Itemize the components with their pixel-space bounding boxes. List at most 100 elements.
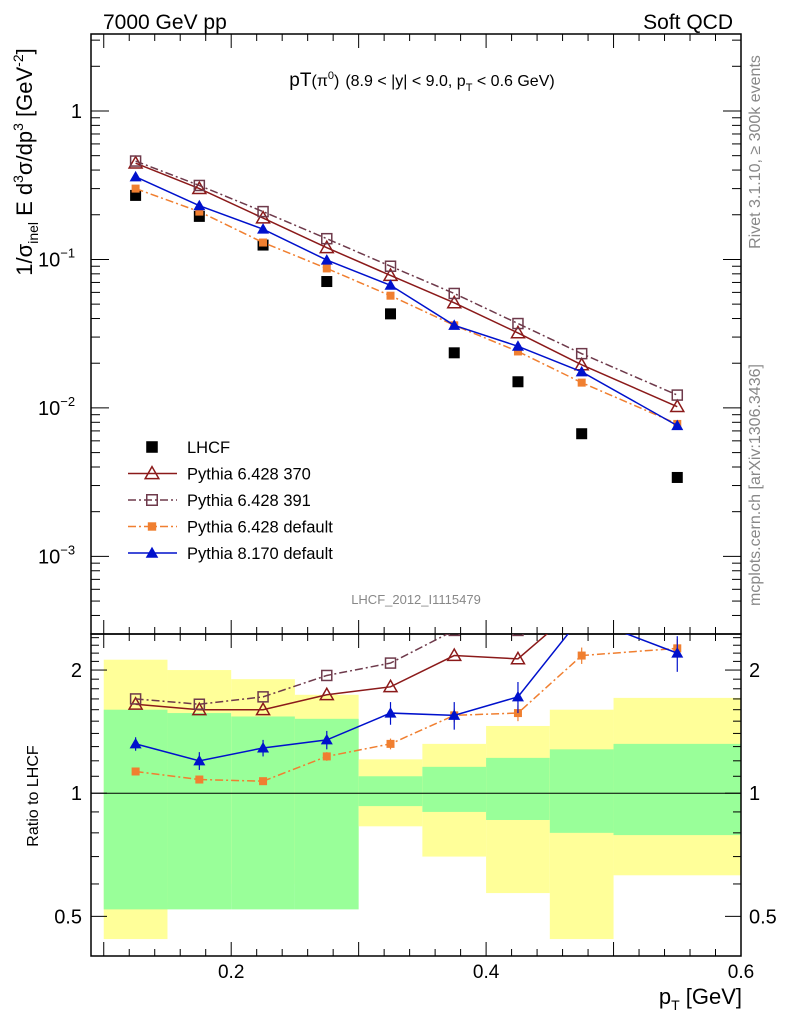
pythia6-370-point [255,701,271,716]
lhcf-point [385,308,397,320]
lhcf-point [130,189,142,201]
top-frame [90,33,742,635]
green-band-bin [294,718,359,910]
pythia6-default-point [577,651,586,660]
series-line-ratio [135,634,449,705]
pythia8-default-point [129,170,142,182]
pythia6-391-point [129,693,142,705]
pythia8-default-point [575,365,588,377]
pythia6-391-point [671,389,684,401]
mcplots-label: mcplots.cern.ch [arXiv:1306.3436] [747,364,764,606]
bottom-frame [90,633,742,957]
plot-title: pT(π0) (8.9 < |y| < 9.0, pT < 0.6 GeV) [289,70,554,94]
header-left: 7000 GeV pp [103,11,227,34]
pythia6-370-point [318,686,335,701]
pythia8-default-point [320,254,333,265]
pythia6-default-point [147,522,157,531]
lhcf-point [671,471,683,483]
y-top-tick-label: 10−3 [38,542,75,568]
lhcf-point [321,276,333,288]
green-band-bin [358,776,423,807]
lhcf-point [512,376,524,388]
y-bottom-tick-label-right: 0.5 [749,906,777,928]
pythia6-default-point [386,291,395,300]
x-tick-label: 0.4 [473,962,500,983]
pythia6-default-point [131,767,140,776]
series-line-ratio [135,634,549,711]
pythia6-default-point [259,238,268,247]
pythia8-default-point [384,707,397,718]
pythia6-370-point [510,650,526,665]
pythia8-default-point [193,754,206,766]
green-band-bin [486,757,550,821]
pythia8-default-point [576,611,588,622]
pythia6-391-point [146,494,158,506]
pythia8-default-point [320,733,333,745]
axes: 0.2 0.4 0.6 1 10−1 10−2 10−3 0.5 0.5 1 1 2 2 [38,33,777,983]
legend-label: Pythia 8.170 default [187,545,333,563]
pythia6-391-point [321,669,333,682]
pythia8-default-point [129,737,142,749]
y-top-tick-label: 10−2 [38,394,75,420]
pythia8-default-point [145,546,159,558]
header-right: Soft QCD [643,11,733,34]
y-bottom-tick-label: 1 [71,783,82,805]
pythia6-370-point [191,180,208,195]
pythia6-391-point [575,347,588,360]
watermark: LHCF_2012_I1115479 [351,592,481,607]
lhcf-point [448,347,460,359]
x-axis-label: pT [GeV] [659,984,742,1013]
pythia6-370-point [382,678,399,693]
y-top-tick-label: 1 [71,101,82,123]
series-line-top [135,160,678,396]
pythia6-default-point [195,775,204,784]
y-bottom-tick-label-right: 2 [749,660,760,682]
pythia6-391-point [193,698,206,710]
pythia6-default-point [195,207,204,216]
y-bottom-tick-label: 0.5 [54,906,82,928]
pythia6-391-point [577,571,587,581]
pythia6-default-point [322,264,331,273]
y-top-tick-label: 10−1 [38,245,75,271]
pythia6-default-point [259,777,268,786]
y-axis-bottom-label: Ratio to LHCF [25,745,42,847]
y-bottom-tick-label: 2 [71,660,82,682]
pythia6-391-point [672,561,682,571]
legend-label: Pythia 6.428 370 [187,466,311,484]
ratio-uncertainty-bands [103,659,741,940]
green-band-bin [549,749,614,833]
pythia6-391-point [448,287,460,300]
pythia6-391-point [193,179,206,192]
legend: LHCF Pythia 6.428 370 Pythia 6.428 391 Pyth… [128,439,333,563]
x-tick-label: 0.2 [218,962,244,983]
pythia6-default-point [577,378,586,387]
pythia8-default-point [257,741,270,753]
pythia6-default-point [322,752,331,761]
pythia6-370-point [669,398,686,413]
legend-label: LHCF [187,439,230,457]
pythia6-default-point [386,739,395,748]
pythia8-default-point [193,199,206,211]
pythia6-391-point [384,260,397,272]
pythia6-370-point [510,324,526,339]
pythia6-391-point [448,634,460,637]
green-band-bin [167,713,232,910]
lhcf-point [576,428,588,440]
pythia6-370-point [318,239,335,254]
pythia8-default-point [384,279,397,290]
rivet-label: Rivet 3.1.10, ≥ 300k events [747,55,764,249]
pythia6-391-point [257,691,269,703]
green-band-bin [613,743,741,836]
series-line-top [135,162,678,408]
pythia6-391-point [512,317,524,330]
pythia6-370-point [446,647,463,662]
pythia8-default-point [671,647,684,658]
pythia8-default-point [448,709,461,720]
pythia6-391-point [129,155,142,167]
lhcf-point [146,441,158,453]
pythia8-default-point [257,223,270,234]
ratio-series [127,561,684,786]
pythia6-370-point [143,465,161,480]
pythia6-391-point [384,657,397,669]
